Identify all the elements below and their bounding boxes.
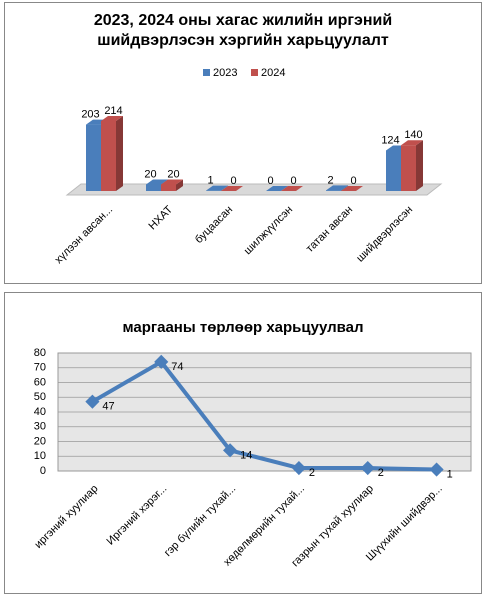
y-tick-label: 80 <box>34 347 46 359</box>
data-label: 20 <box>167 168 179 180</box>
data-label: 140 <box>404 129 422 141</box>
bar-side <box>221 185 228 191</box>
bar <box>401 145 416 191</box>
bar <box>86 124 101 191</box>
marker <box>360 460 375 476</box>
chart-title: маргааны төрлөөр харьцуулвал <box>122 319 364 336</box>
legend-swatch <box>203 69 210 76</box>
data-label: 2 <box>378 467 384 479</box>
bar-top <box>206 185 228 191</box>
data-label: 14 <box>240 449 252 461</box>
data-label: 0 <box>230 175 236 187</box>
chart-panel: 2023, 2024 оны хагас жилийн иргэний шийд… <box>4 2 482 284</box>
data-label: 0 <box>267 175 273 187</box>
x-tick-label: татан авсан <box>304 204 355 255</box>
data-label: 124 <box>381 134 399 146</box>
bar-side <box>341 185 348 191</box>
data-label: 1 <box>447 468 453 480</box>
y-tick-label: 30 <box>34 421 46 433</box>
data-label: 47 <box>102 401 114 413</box>
bar <box>101 121 116 191</box>
x-tick-label: шилжүүлсэн <box>242 204 295 257</box>
bar <box>326 190 341 191</box>
marker <box>291 460 306 476</box>
x-tick-label: иргэний хуулиар <box>32 483 100 551</box>
bar-side <box>416 140 423 191</box>
bar-top <box>281 186 303 191</box>
bar <box>161 184 176 191</box>
y-tick-label: 70 <box>34 362 46 374</box>
y-tick-label: 60 <box>34 376 46 388</box>
y-tick-label: 0 <box>40 465 46 477</box>
bar-side <box>176 179 183 191</box>
bar <box>146 184 161 191</box>
marker <box>223 443 238 458</box>
x-tick-label: Шүүхийн шийдвэр... <box>364 483 445 564</box>
y-tick-label: 10 <box>34 450 46 462</box>
data-label: 2 <box>327 174 333 186</box>
y-tick-label: 20 <box>34 435 46 447</box>
chart-panel: маргааны төрлөөр харьцуулвал 0 10 20 30 40 50… <box>4 292 482 594</box>
bar-top <box>326 185 348 191</box>
data-label: 0 <box>290 175 296 187</box>
marker <box>429 462 444 477</box>
x-tick-label: шийдвэрлэсэн <box>354 204 415 265</box>
x-tick-label: буцаасан <box>193 204 235 246</box>
chart-title: 2023, 2024 оны хагас жилийн иргэний шийд… <box>93 12 393 49</box>
legend-label: 2024 <box>261 67 285 79</box>
data-label: 2 <box>309 467 315 479</box>
data-label: 20 <box>144 168 156 180</box>
x-tick-label: Иргэний хэрэг... <box>105 483 170 548</box>
bar <box>386 150 401 191</box>
data-label: 0 <box>350 175 356 187</box>
bar-side <box>116 116 123 191</box>
y-tick-label: 50 <box>34 391 46 403</box>
bar-top <box>341 186 363 191</box>
bar-top <box>161 179 183 185</box>
data-label: 74 <box>171 361 183 373</box>
x-tick-label: гэр бүлийн тухай... <box>162 483 238 559</box>
bar-top <box>221 186 243 191</box>
line <box>91 359 437 472</box>
bar-top <box>266 186 288 191</box>
floor <box>65 183 443 196</box>
bar-top <box>101 116 123 121</box>
legend-swatch <box>251 69 258 76</box>
bar-top <box>146 179 168 185</box>
data-label: 1 <box>207 175 213 187</box>
chart: 0 10 20 30 40 50 60 70 80 иргэний хуулиар Иргэний … <box>32 347 472 569</box>
data-label: 214 <box>104 105 122 117</box>
legend-label: 2023 <box>213 67 237 79</box>
x-tick-label: хүлээн авсан... <box>53 204 116 267</box>
bar-top <box>401 140 423 146</box>
x-tick-label: НХАТ <box>147 203 176 232</box>
data-label: 203 <box>81 109 99 121</box>
y-tick-label: 40 <box>34 406 46 418</box>
